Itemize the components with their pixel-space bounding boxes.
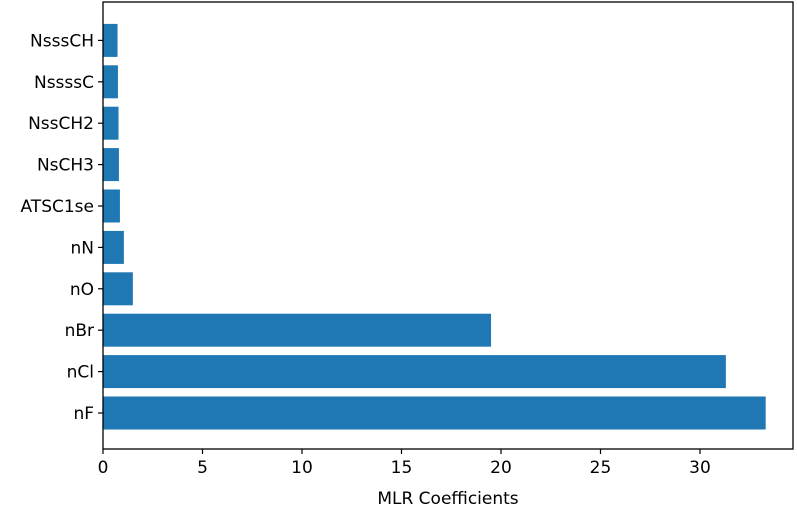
bar-NssssC — [103, 65, 118, 99]
bar-nCl — [103, 355, 726, 389]
y-tick-label-NssssC: NssssC — [34, 73, 94, 93]
x-axis-title: MLR Coefficients — [377, 489, 518, 509]
bars-layer — [103, 23, 766, 430]
x-axis: 0 5 10 15 20 25 30 — [98, 449, 711, 478]
bar-ATSC1se — [103, 189, 120, 223]
bar-NssCH2 — [103, 106, 119, 140]
y-tick-label-NsssCH: NsssCH — [30, 31, 94, 51]
bar-nO — [103, 272, 133, 306]
y-tick-label-nO: nO — [70, 280, 94, 300]
x-tick-label-10: 10 — [291, 458, 313, 478]
x-tick-label-15: 15 — [391, 458, 413, 478]
bar-NsssCH — [103, 23, 118, 57]
y-tick-label-NsCH3: NsCH3 — [37, 156, 94, 176]
y-tick-label-NssCH2: NssCH2 — [28, 114, 94, 134]
y-axis: nF nCl nBr nO nN ATSC1se NsCH3 NssCH2 NssssC Nsss… — [21, 31, 103, 424]
bar-NsCH3 — [103, 148, 119, 182]
y-tick-label-ATSC1se: ATSC1se — [21, 197, 95, 217]
x-tick-label-30: 30 — [689, 458, 711, 478]
bar-nN — [103, 230, 124, 264]
bar-nBr — [103, 313, 492, 347]
x-tick-label-5: 5 — [197, 458, 208, 478]
x-tick-label-0: 0 — [98, 458, 109, 478]
y-tick-label-nN: nN — [71, 238, 95, 258]
plot-frame — [102, 1, 794, 450]
y-tick-label-nCl: nCl — [67, 363, 94, 383]
x-tick-label-20: 20 — [490, 458, 512, 478]
x-tick-label-25: 25 — [590, 458, 612, 478]
y-tick-label-nBr: nBr — [65, 321, 94, 341]
y-tick-label-nF: nF — [73, 404, 94, 424]
bar-nF — [103, 396, 766, 430]
